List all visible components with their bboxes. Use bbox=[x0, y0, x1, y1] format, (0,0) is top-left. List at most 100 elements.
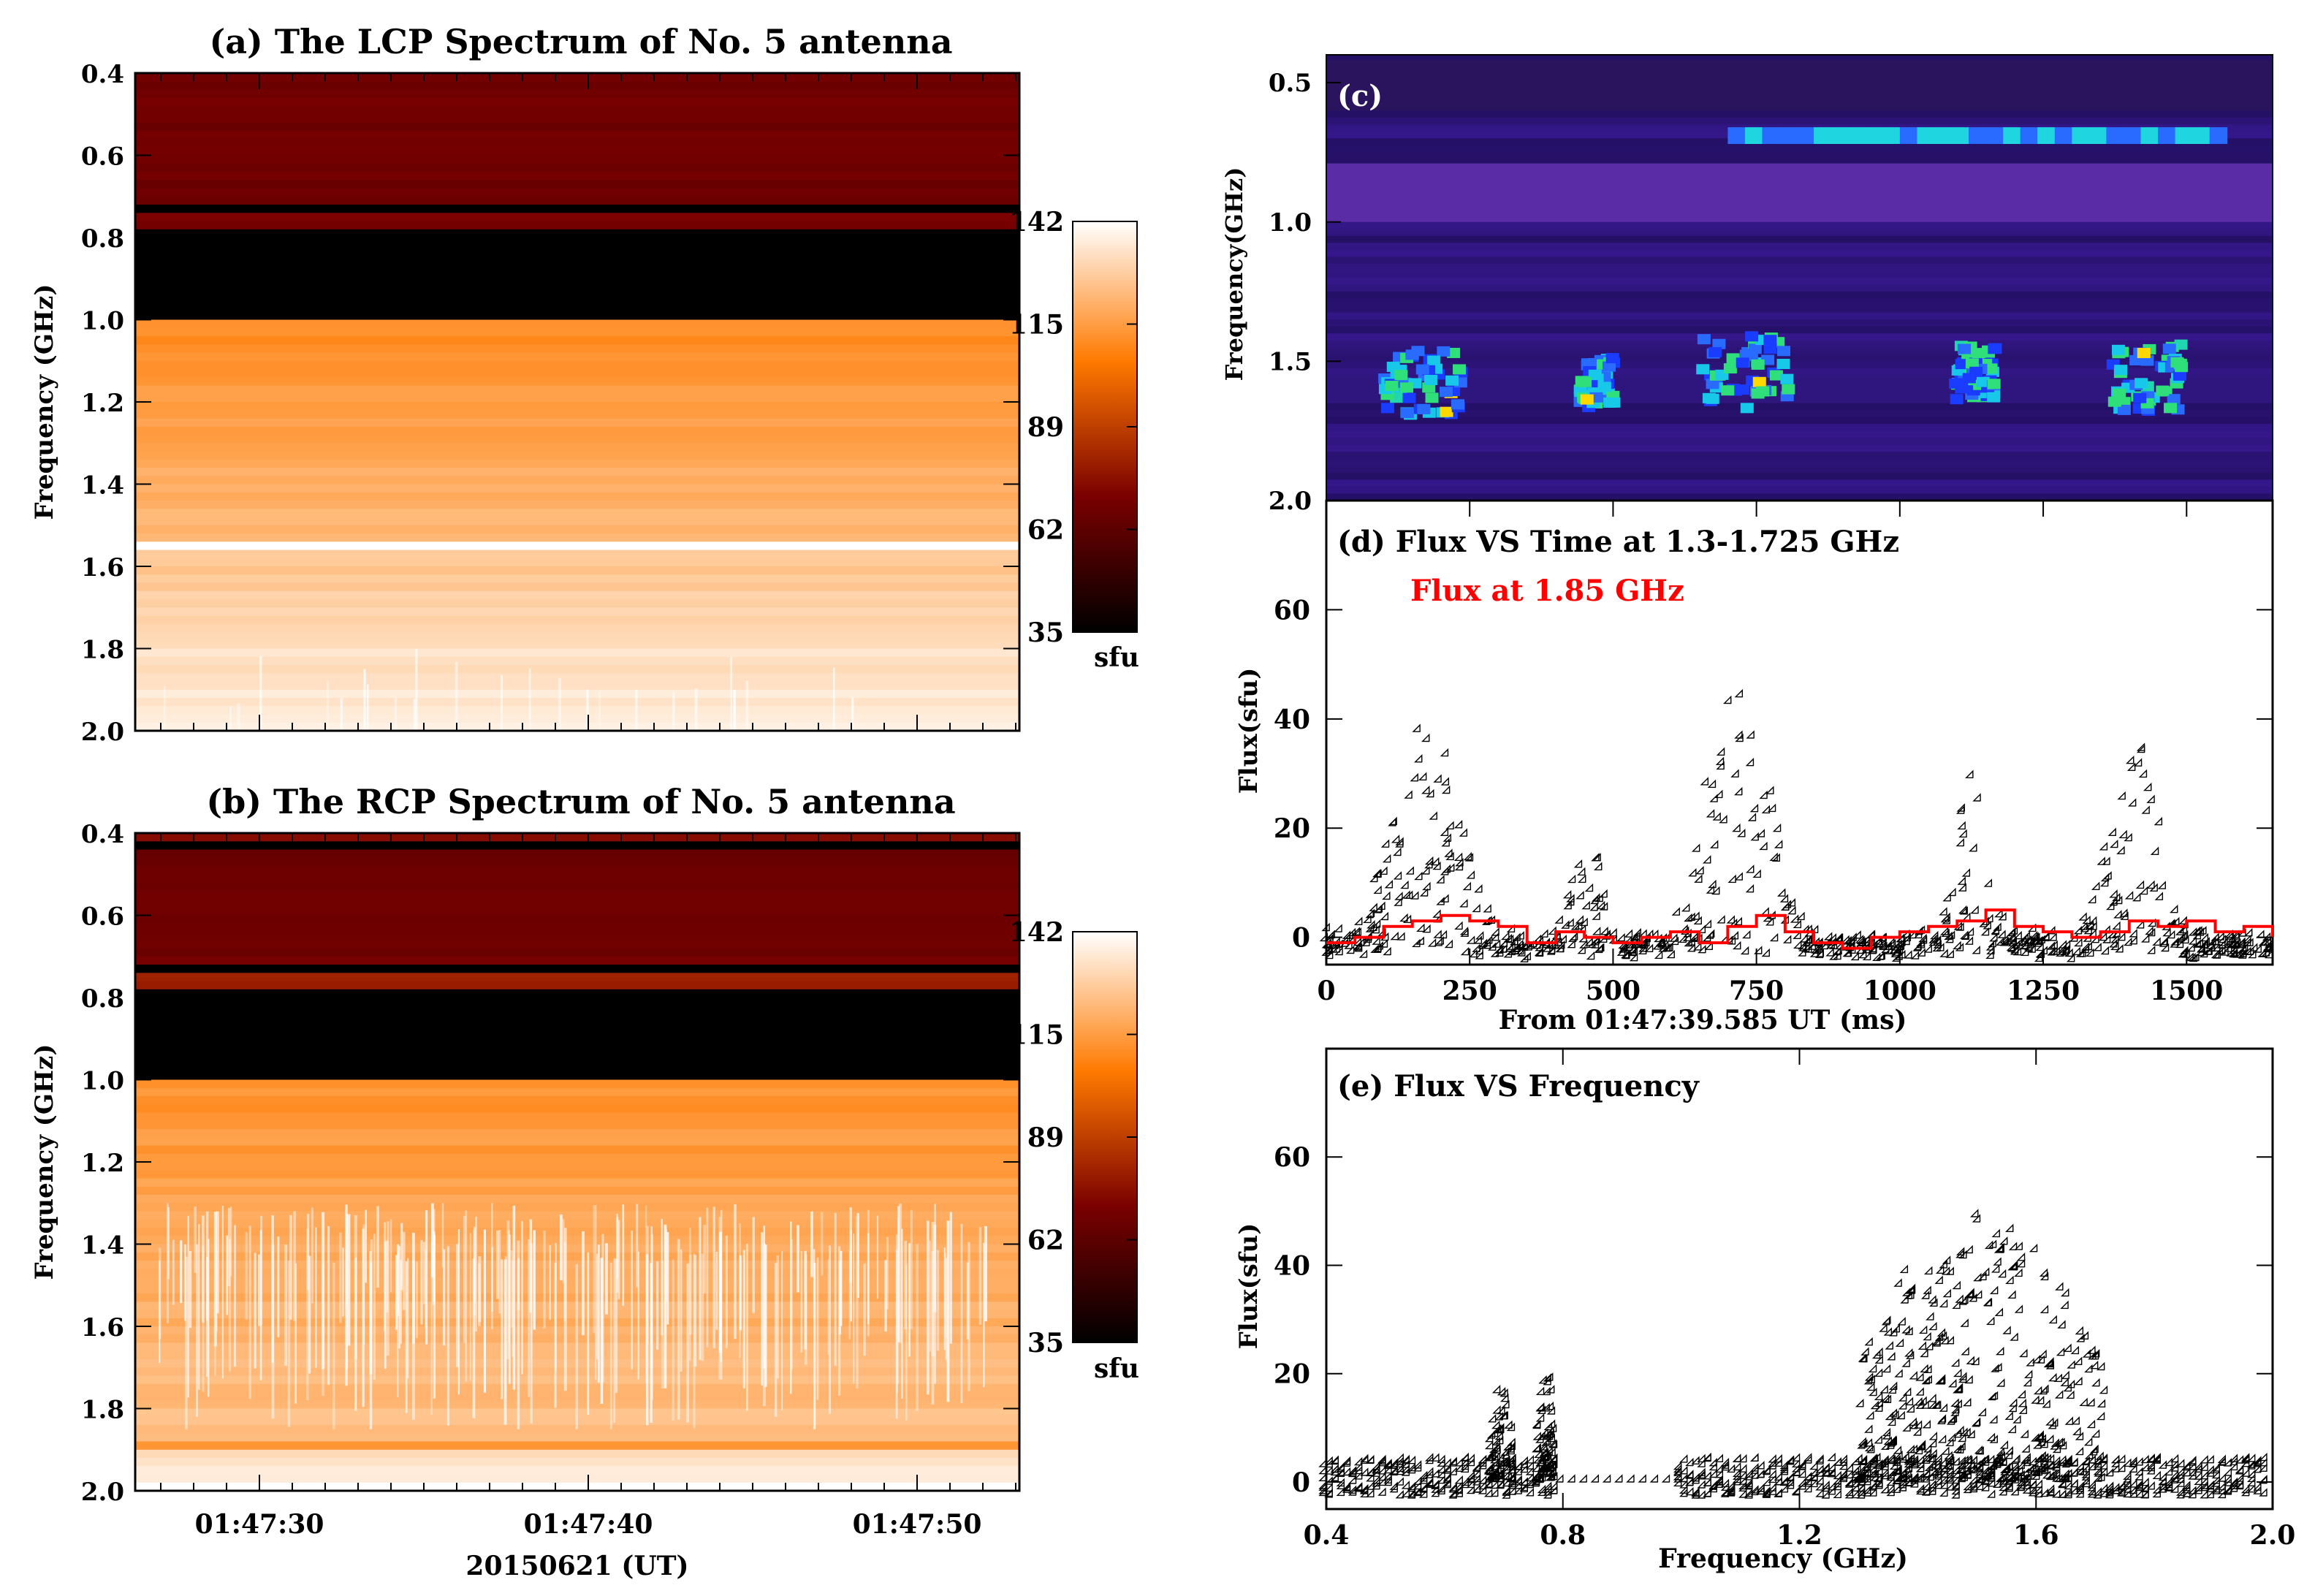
data-point bbox=[1855, 945, 1864, 954]
y-tick-label: 1.0 bbox=[81, 307, 124, 336]
data-point bbox=[2149, 883, 2158, 892]
spectrum-row bbox=[135, 1350, 1019, 1360]
data-point bbox=[1762, 1465, 1771, 1474]
data-point bbox=[1478, 1458, 1487, 1467]
data-point bbox=[2117, 932, 2126, 941]
data-point bbox=[1727, 936, 1736, 945]
spectrum-row bbox=[135, 1359, 1019, 1368]
burst-streak bbox=[933, 1224, 937, 1312]
data-point bbox=[2069, 933, 2078, 942]
burst-streak bbox=[259, 656, 262, 731]
x-tick-label: 0.8 bbox=[1540, 1520, 1586, 1551]
data-point bbox=[1948, 1379, 1957, 1388]
data-point bbox=[1909, 1474, 1918, 1483]
data-point bbox=[1324, 1483, 1333, 1492]
data-point bbox=[1977, 1407, 1986, 1416]
burst-streak bbox=[475, 1217, 477, 1331]
data-point bbox=[1433, 774, 1442, 783]
data-point bbox=[2071, 1416, 2080, 1425]
data-point bbox=[2126, 762, 2136, 771]
data-point bbox=[1535, 948, 1544, 957]
data-point bbox=[2026, 940, 2034, 949]
spectrum-row bbox=[135, 1022, 1019, 1031]
data-point bbox=[1537, 1405, 1546, 1414]
data-point bbox=[2031, 1471, 2040, 1480]
data-point bbox=[2066, 1390, 2075, 1399]
data-point bbox=[1879, 1385, 1888, 1394]
data-point bbox=[1441, 838, 1450, 847]
data-point bbox=[1584, 883, 1594, 892]
data-point bbox=[2012, 1454, 2021, 1463]
colorbar-tick-label: 35 bbox=[1027, 618, 1064, 648]
data-point bbox=[1507, 1459, 1516, 1467]
data-point bbox=[1955, 1445, 1964, 1454]
data-point bbox=[1415, 936, 1424, 945]
data-point bbox=[1934, 1275, 1943, 1284]
spectrum-row bbox=[135, 833, 1019, 842]
data-point bbox=[2086, 1419, 2096, 1429]
burst-streak bbox=[373, 1234, 376, 1380]
data-point bbox=[1877, 939, 1886, 948]
data-point bbox=[1946, 1456, 1955, 1465]
emission-cell bbox=[2072, 127, 2090, 144]
data-point bbox=[1996, 1346, 2004, 1356]
data-point bbox=[1793, 940, 1802, 949]
data-point bbox=[1532, 1420, 1541, 1429]
data-point bbox=[1567, 1474, 1575, 1483]
data-point bbox=[1882, 1364, 1891, 1373]
data-point bbox=[2020, 933, 2029, 942]
data-point bbox=[1798, 943, 1807, 951]
panel-b: (b) The RCP Spectrum of No. 5 antenna 0.… bbox=[30, 782, 1139, 1581]
burst-streak bbox=[562, 1219, 565, 1283]
data-point bbox=[1548, 1455, 1557, 1464]
data-point bbox=[2237, 940, 2246, 949]
data-point bbox=[1719, 815, 1727, 824]
data-point bbox=[1900, 1295, 1909, 1304]
data-point bbox=[1678, 934, 1687, 943]
data-point bbox=[2061, 945, 2070, 954]
spectrum-row bbox=[135, 1302, 1019, 1311]
data-point bbox=[2097, 856, 2105, 865]
data-point bbox=[2007, 1260, 2018, 1271]
data-point bbox=[2012, 1415, 2021, 1424]
panel-e-frame bbox=[1325, 1047, 2274, 1510]
spectrum-row bbox=[135, 73, 1019, 82]
data-point bbox=[1405, 866, 1414, 875]
data-point bbox=[1768, 1454, 1776, 1463]
data-point bbox=[1412, 938, 1421, 948]
burst-streak bbox=[425, 1249, 427, 1328]
y-tick-label: 1.6 bbox=[81, 1313, 124, 1342]
data-point bbox=[1694, 874, 1703, 883]
spectrum-row bbox=[135, 1466, 1019, 1475]
data-point bbox=[1923, 1331, 1931, 1341]
data-point bbox=[2200, 940, 2209, 949]
data-point bbox=[1732, 1468, 1741, 1478]
data-point bbox=[1532, 1472, 1541, 1482]
data-point bbox=[2143, 782, 2152, 791]
data-point bbox=[1921, 1375, 1930, 1385]
data-point bbox=[1760, 907, 1769, 916]
data-point bbox=[2110, 1459, 2120, 1467]
data-point bbox=[1712, 812, 1721, 821]
data-point bbox=[2232, 949, 2241, 958]
data-point bbox=[2200, 1462, 2208, 1471]
data-point bbox=[1839, 1461, 1848, 1470]
data-point bbox=[1947, 1432, 1956, 1442]
spectrum-row bbox=[135, 1433, 1019, 1443]
spectrum-row bbox=[135, 882, 1019, 892]
burst-streak bbox=[533, 1230, 536, 1330]
panel-b-ylabel: Frequency (GHz) bbox=[30, 1044, 59, 1280]
data-point bbox=[2026, 937, 2035, 946]
data-point bbox=[2119, 908, 2128, 917]
data-point bbox=[1898, 1401, 1907, 1410]
burst-streak bbox=[908, 1243, 911, 1357]
x-tick-label: 2.0 bbox=[2250, 1520, 2296, 1551]
data-point bbox=[1336, 1462, 1345, 1471]
spectrum-row bbox=[135, 1277, 1019, 1286]
data-point bbox=[1923, 1375, 1932, 1383]
data-point bbox=[1966, 1464, 1976, 1472]
data-point bbox=[2083, 925, 2092, 935]
data-point bbox=[2045, 1460, 2055, 1469]
data-point bbox=[1958, 1296, 1967, 1305]
burst-streak bbox=[455, 661, 458, 731]
